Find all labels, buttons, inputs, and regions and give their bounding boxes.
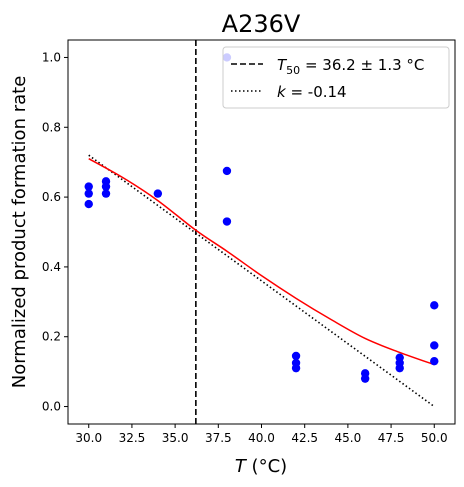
chart-title: A236V bbox=[222, 10, 301, 38]
data-point bbox=[153, 189, 163, 198]
y-axis: 0.0 0.2 0.4 0.6 0.8 1.0 bbox=[42, 50, 68, 414]
data-point bbox=[395, 353, 404, 362]
legend: T50 = 36.2 ± 1.3 °C k = -0.14 bbox=[222, 46, 450, 109]
x-tick-label: 47.5 bbox=[378, 431, 405, 445]
x-tick-label: 37.5 bbox=[205, 431, 232, 445]
x-tick-label: 42.5 bbox=[291, 431, 318, 445]
y-tick-label: 0.6 bbox=[42, 190, 61, 204]
x-tick-label: 32.5 bbox=[119, 431, 146, 445]
x-tick-label: 30.0 bbox=[75, 431, 102, 445]
data-point bbox=[84, 182, 93, 191]
data-point bbox=[430, 356, 439, 366]
data-point bbox=[291, 358, 301, 368]
x-tick-label: 35.0 bbox=[162, 431, 189, 445]
plot-area bbox=[84, 40, 439, 424]
y-axis-label: Normalized product formation rate bbox=[9, 76, 30, 389]
x-tick-label: 45.0 bbox=[335, 431, 362, 445]
y-tick-label: 0.8 bbox=[42, 120, 61, 134]
fit-curve bbox=[88, 158, 435, 366]
data-point bbox=[291, 351, 301, 361]
data-point bbox=[222, 217, 232, 226]
data-point bbox=[430, 341, 439, 350]
legend-entry-k: k = -0.14 bbox=[277, 83, 347, 101]
x-axis-label: T (°C) bbox=[235, 456, 287, 477]
legend-box bbox=[222, 46, 450, 109]
x-tick-label: 40.0 bbox=[248, 431, 275, 445]
data-point bbox=[222, 166, 232, 176]
slope-line bbox=[88, 154, 435, 408]
x-axis-label-var: T bbox=[235, 456, 248, 477]
y-tick-label: 1.0 bbox=[42, 50, 61, 64]
x-tick-label: 50.0 bbox=[421, 431, 448, 445]
data-point bbox=[84, 199, 93, 209]
legend-entry-t50: T50 = 36.2 ± 1.3 °C bbox=[277, 56, 424, 77]
x-axis-label-unit: (°C) bbox=[252, 456, 288, 477]
data-point bbox=[101, 189, 111, 198]
data-point bbox=[101, 177, 111, 186]
data-point bbox=[84, 189, 93, 198]
data-point bbox=[430, 301, 439, 310]
x-axis: 30.0 32.5 35.0 37.5 40.0 42.5 45.0 47.5 50.0 bbox=[75, 424, 448, 445]
y-tick-label: 0.0 bbox=[42, 400, 61, 414]
y-tick-label: 0.4 bbox=[42, 260, 61, 274]
data-point bbox=[360, 369, 370, 378]
y-tick-label: 0.2 bbox=[42, 330, 61, 344]
